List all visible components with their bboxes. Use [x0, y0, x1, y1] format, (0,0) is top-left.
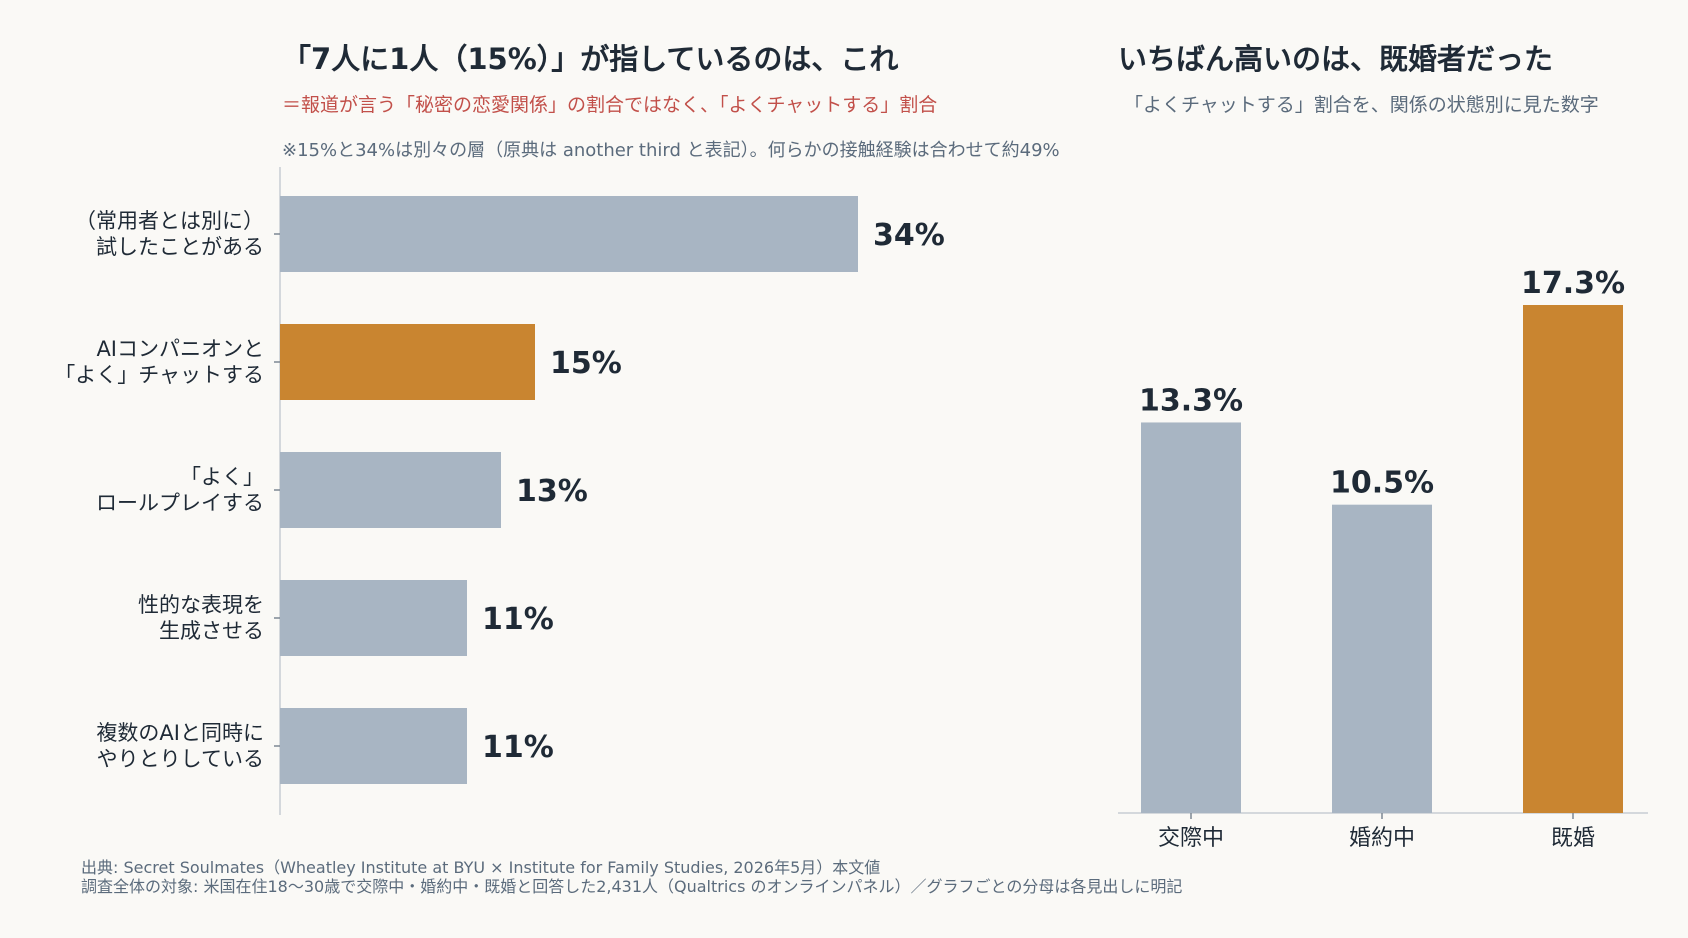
bar-value-label-4: 11%: [482, 602, 554, 637]
bar-2: [280, 324, 535, 400]
right-chart-title: いちばん高いのは、既婚者だった: [1118, 42, 1554, 76]
column-2: [1332, 504, 1432, 813]
bar-value-label-3: 13%: [516, 474, 588, 509]
column-value-label-2: 10.5%: [1330, 466, 1434, 501]
category-label-2-line-2: 「よく」チャットする: [54, 363, 264, 387]
category-label-2-line-1: AIコンパニオンと: [96, 337, 264, 361]
column-value-label-1: 13.3%: [1139, 383, 1243, 418]
bar-value-label-2: 15%: [550, 346, 622, 381]
column-category-label-3: 既婚: [1551, 826, 1595, 851]
population-note: 調査全体の対象: 米国在住18〜30歳で交際中・婚約中・既婚と回答した2,431…: [81, 877, 1183, 896]
bar-value-label-1: 34%: [873, 218, 945, 253]
bar-5: [280, 708, 467, 784]
column-3: [1523, 305, 1623, 813]
left-chart-subtitle: ＝報道が言う「秘密の恋愛関係」の割合ではなく、「よくチャットする」割合: [282, 94, 938, 116]
bar-value-label-5: 11%: [482, 730, 554, 765]
category-label-1-line-2: 試したことがある: [96, 235, 264, 259]
bar-1: [280, 196, 858, 272]
category-label-1-line-1: （常用者とは別に）: [75, 209, 264, 233]
bar-4: [280, 580, 467, 656]
left-chart-title: 「7人に1人（15%）」が指しているのは、これ: [282, 42, 899, 76]
category-label-4-line-2: 生成させる: [159, 619, 264, 643]
category-label-3-line-2: ロールプレイする: [96, 491, 264, 515]
column-value-label-3: 17.3%: [1521, 266, 1625, 301]
column-category-label-2: 婚約中: [1349, 826, 1415, 851]
category-label-4-line-1: 性的な表現を: [138, 593, 264, 617]
bar-3: [280, 452, 501, 528]
column-1: [1141, 422, 1241, 813]
source-note: 出典: Secret Soulmates（Wheatley Institute …: [81, 858, 881, 877]
left-chart-note: ※15%と34%は別々の層（原典は another third と表記）。何らか…: [282, 140, 1060, 161]
category-label-5-line-1: 複数のAIと同時に: [96, 721, 264, 745]
category-label-5-line-2: やりとりしている: [97, 747, 264, 771]
right-chart-subtitle: 「よくチャットする」割合を、関係の状態別に見た数字: [1124, 94, 1599, 116]
column-category-label-1: 交際中: [1158, 826, 1224, 851]
category-label-3-line-1: 「よく」: [180, 465, 264, 489]
